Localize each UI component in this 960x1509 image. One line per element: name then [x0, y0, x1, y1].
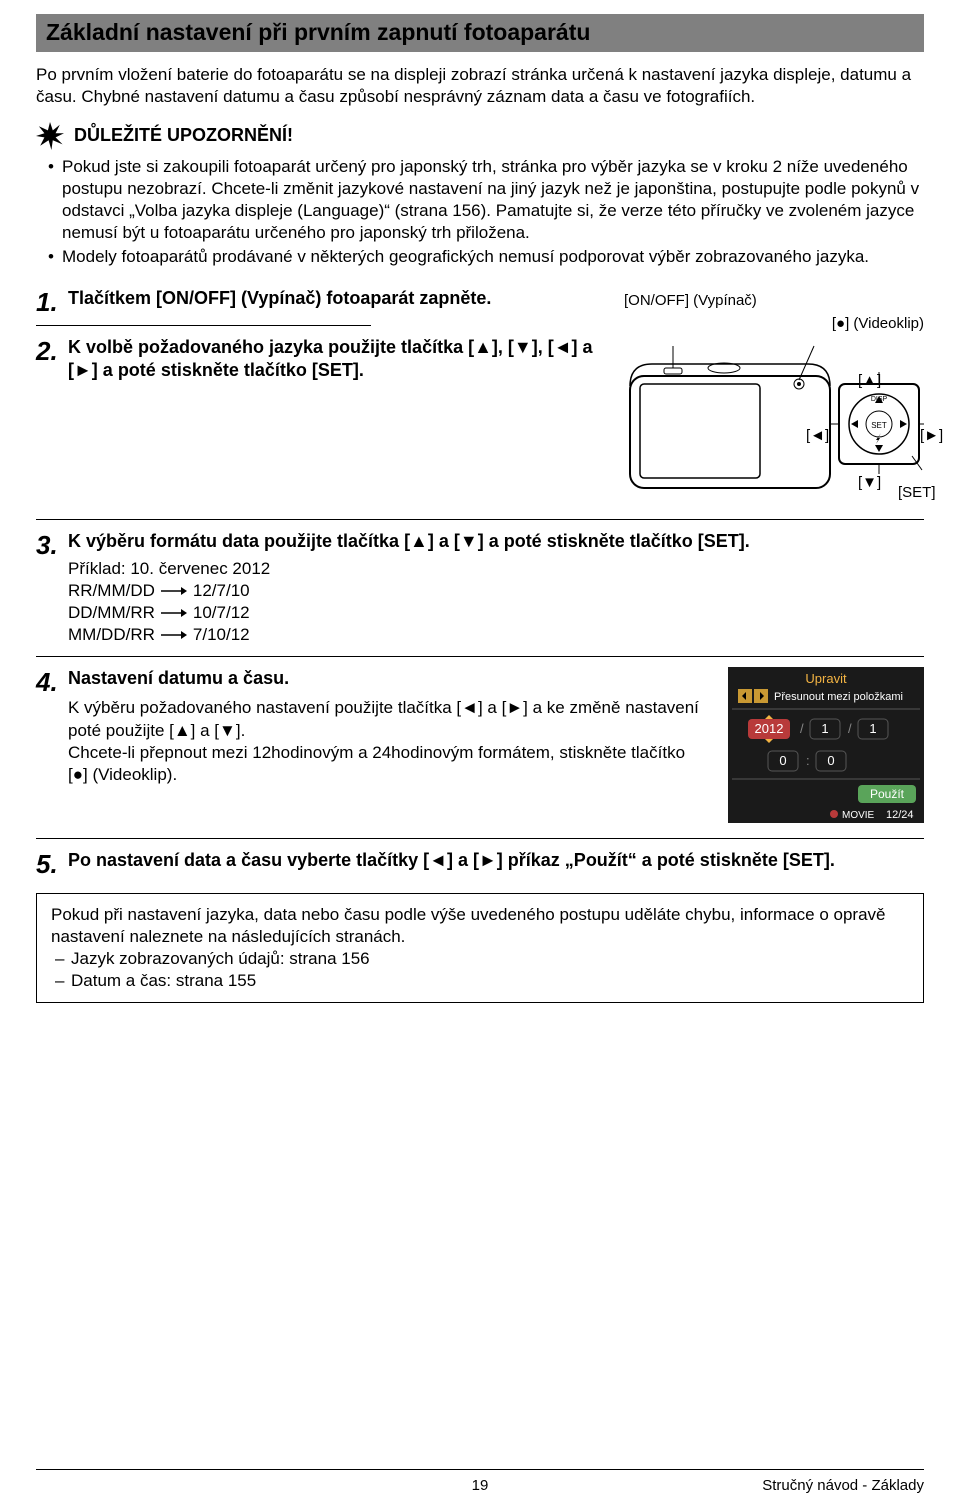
set-btn-text: SET [871, 421, 887, 430]
title-bar: Základní nastavení při prvním zapnutí fo… [36, 14, 924, 52]
arrow-right-icon [161, 607, 187, 619]
important-label: DŮLEŽITÉ UPOZORNĚNÍ! [74, 124, 293, 147]
bullet-2: Modely fotoaparátů prodávané v některých… [62, 246, 869, 268]
fmt-1: RR/MM/DD [68, 580, 155, 602]
page-footer: 19 Stručný návod - Základy [0, 1469, 960, 1496]
camera-label-video: [●] (Videoklip) [832, 315, 924, 332]
camera-lcd-screenshot: Upravit Přesunout mezi položkami 2012 / … [728, 667, 924, 823]
ss-day: 1 [869, 721, 876, 736]
svg-text:/: / [848, 721, 852, 736]
svg-text:/: / [800, 721, 804, 736]
step-4: 4. Nastavení datumu a času. K výběru pož… [36, 667, 708, 785]
note-text: Pokud při nastavení jazyka, data nebo ča… [51, 904, 909, 948]
ss-minute: 0 [827, 753, 834, 768]
ss-ratio: 12/24 [886, 809, 914, 821]
step-num-3: 3. [36, 530, 68, 558]
arrow-right-icon [161, 629, 187, 641]
footer-section: Stručný návod - Základy [762, 1476, 924, 1496]
important-row: DŮLEŽITÉ UPOZORNĚNÍ! [36, 122, 924, 150]
step-5: 5. Po nastavení data a času vyberte tlač… [36, 849, 924, 877]
step-3-example: Příklad: 10. červenec 2012 [68, 558, 924, 580]
date-fmt-line-2: DD/MM/RR 10/7/12 [68, 602, 924, 624]
date-fmt-line-3: MM/DD/RR 7/10/12 [68, 624, 924, 646]
camera-label-right: [►] [920, 426, 943, 446]
camera-label-onoff: [ON/OFF] (Vypínač) [624, 292, 757, 309]
step-1-title: Tlačítkem [ON/OFF] (Vypínač) fotoaparát … [68, 287, 614, 310]
val-3: 7/10/12 [193, 624, 250, 646]
page-title: Základní nastavení při prvním zapnutí fo… [46, 19, 590, 45]
separator [36, 656, 924, 657]
step-num-2: 2. [36, 336, 68, 364]
intro-paragraph: Po prvním vložení baterie do fotoaparátu… [36, 64, 924, 108]
ss-title: Upravit [805, 671, 847, 686]
bullet-1: Pokud jste si zakoupili fotoaparát určen… [62, 156, 924, 244]
burst-icon [36, 122, 64, 150]
step-num-5: 5. [36, 849, 68, 877]
step-4-title: Nastavení datumu a času. [68, 667, 708, 690]
camera-label-down: [▼] [858, 473, 881, 493]
note-line-2: Datum a čas: strana 155 [71, 970, 256, 992]
step-2: 2. K volbě požadovaného jazyka použijte … [36, 336, 614, 383]
camera-label-set: [SET] [898, 483, 936, 503]
camera-diagram-area: [ON/OFF] (Vypínač) [●] (Videoklip) [614, 287, 924, 512]
camera-label-up: [▲] [858, 371, 881, 391]
step-1: 1. Tlačítkem [ON/OFF] (Vypínač) fotoapar… [36, 287, 614, 315]
camera-label-left: [◄] [806, 426, 829, 446]
step-3-title: K výběru formátu data použijte tlačítka … [68, 530, 924, 553]
fmt-2: DD/MM/RR [68, 602, 155, 624]
step-5-title: Po nastavení data a času vyberte tlačítk… [68, 849, 924, 872]
separator [36, 519, 924, 520]
fmt-3: MM/DD/RR [68, 624, 155, 646]
ss-move: Přesunout mezi položkami [774, 691, 903, 703]
val-2: 10/7/12 [193, 602, 250, 624]
date-fmt-line-1: RR/MM/DD 12/7/10 [68, 580, 924, 602]
ss-movie: MOVIE [842, 810, 875, 821]
step-4-body-1: K výběru požadovaného nastavení použijte… [68, 697, 708, 741]
ss-apply: Použít [870, 787, 905, 801]
ss-month: 1 [821, 721, 828, 736]
step-3: 3. K výběru formátu data použijte tlačít… [36, 530, 924, 646]
ss-hour: 0 [779, 753, 786, 768]
separator [36, 325, 371, 326]
step-2-title: K volbě požadovaného jazyka použijte tla… [68, 336, 614, 383]
step-4-body-2: Chcete-li přepnout mezi 12hodinovým a 24… [68, 742, 708, 786]
note-line-1: Jazyk zobrazovaných údajů: strana 156 [71, 948, 370, 970]
note-box: Pokud při nastavení jazyka, data nebo ča… [36, 893, 924, 1003]
val-1: 12/7/10 [193, 580, 250, 602]
important-bullets: •Pokud jste si zakoupili fotoaparát urče… [48, 156, 924, 268]
ss-year: 2012 [755, 721, 784, 736]
arrow-right-icon [161, 585, 187, 597]
svg-text::: : [806, 753, 810, 768]
footer-page-num: 19 [472, 1476, 489, 1496]
step-num-1: 1. [36, 287, 68, 315]
separator [36, 838, 924, 839]
step-num-4: 4. [36, 667, 68, 695]
